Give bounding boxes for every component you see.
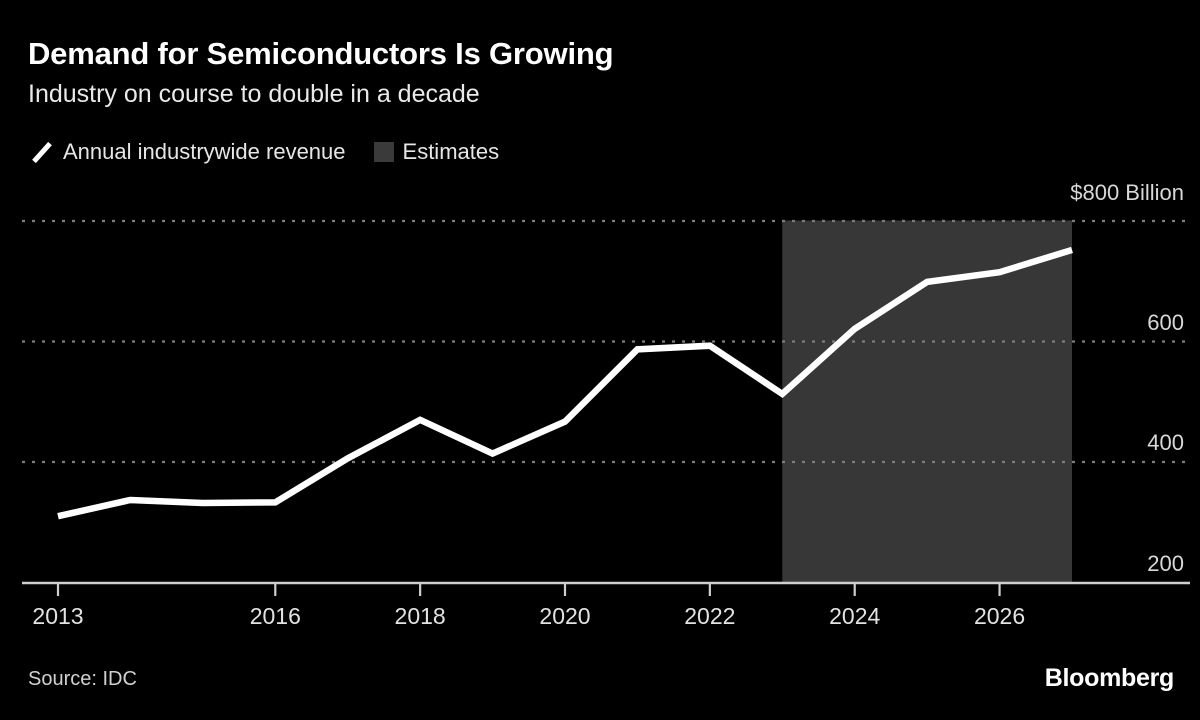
x-axis-tick-label: 2013 bbox=[32, 603, 84, 629]
legend-item-label: Annual industrywide revenue bbox=[63, 139, 346, 164]
page-subtitle: Industry on course to double in a decade bbox=[28, 80, 480, 108]
x-axis-tick-label: 2024 bbox=[829, 603, 881, 629]
brand-logo: Bloomberg bbox=[1044, 664, 1175, 692]
legend-item-revenue: Annual industrywide revenue bbox=[28, 139, 346, 165]
y-axis-tick-label-400: 400 bbox=[1147, 430, 1184, 455]
y-axis-tick-label-200: 200 bbox=[1147, 550, 1184, 576]
chart-legend: Annual industrywide revenue Estimates bbox=[28, 138, 499, 166]
x-axis-tick-label: 2020 bbox=[539, 603, 591, 629]
legend-item-estimates: Estimates bbox=[373, 139, 500, 165]
y-axis-tick-label-600: 600 bbox=[1147, 309, 1184, 335]
x-axis-tick-label: 2018 bbox=[394, 603, 446, 629]
estimates-band bbox=[782, 220, 1072, 583]
square-swatch-icon bbox=[373, 142, 394, 162]
y-axis-top-label: $800 Billion bbox=[1070, 180, 1184, 205]
x-axis-tick-label: 2016 bbox=[249, 603, 301, 629]
source-note: Source: IDC bbox=[28, 668, 137, 690]
x-axis-tick-label: 2022 bbox=[684, 603, 736, 629]
x-axis-tick-label: 2026 bbox=[973, 603, 1026, 629]
series-line-annual-industrywide-revenue bbox=[57, 246, 1073, 520]
legend-item-label: Estimates bbox=[402, 139, 500, 164]
page-title: Demand for Semiconductors Is Growing bbox=[28, 36, 614, 71]
